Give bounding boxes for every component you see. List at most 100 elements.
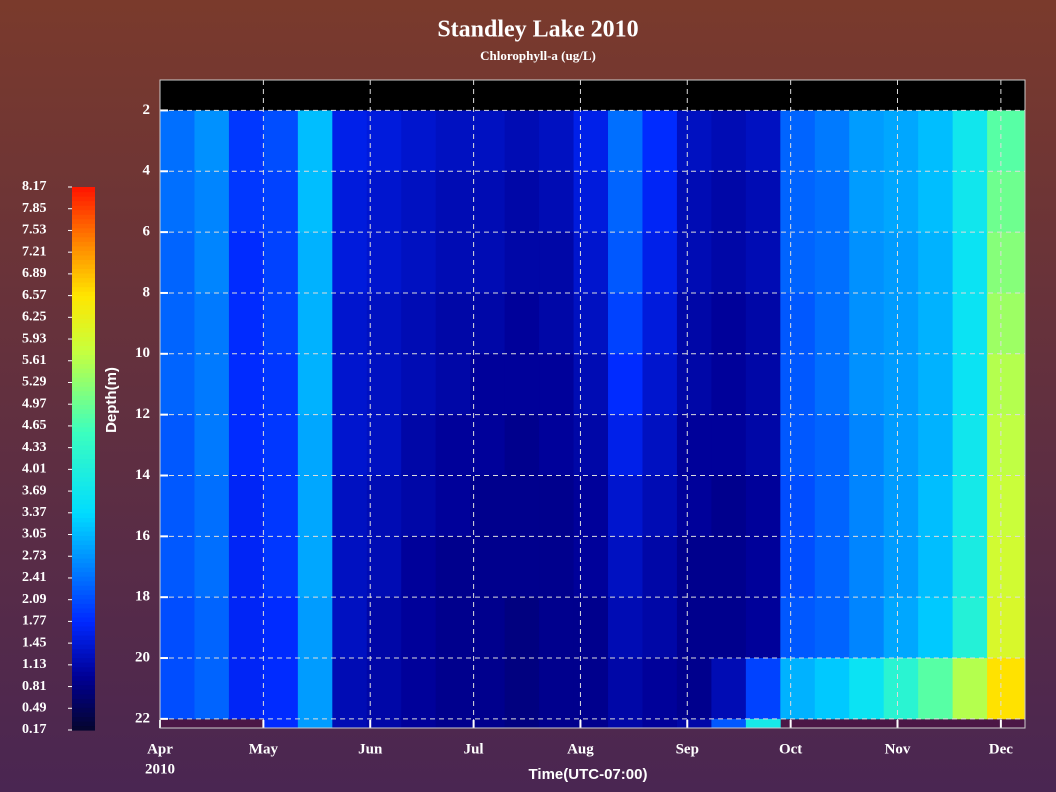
colorbar-tick-label: 4.65 xyxy=(22,418,47,433)
colorbar-swatch xyxy=(72,544,95,549)
heat-cell xyxy=(677,110,712,171)
heat-cell xyxy=(367,658,402,719)
heat-cell xyxy=(849,415,884,476)
colorbar-swatch xyxy=(72,725,95,730)
heat-cell xyxy=(780,354,815,415)
heat-cell xyxy=(367,536,402,597)
heat-cell xyxy=(884,110,919,171)
colorbar-tick-label: 7.21 xyxy=(22,244,47,259)
heat-cell xyxy=(470,475,505,536)
heat-cell xyxy=(367,110,402,171)
colorbar-swatch xyxy=(72,350,95,355)
heat-cell xyxy=(539,475,574,536)
heat-cell xyxy=(849,658,884,719)
heat-cell xyxy=(470,171,505,232)
colorbar-swatch xyxy=(72,508,95,513)
heat-cell xyxy=(470,597,505,658)
heat-cell xyxy=(574,719,609,729)
heat-cell xyxy=(263,658,298,719)
heat-cell xyxy=(574,475,609,536)
colorbar-swatch xyxy=(72,680,95,685)
heat-cell xyxy=(332,232,367,293)
colorbar-swatch xyxy=(72,630,95,635)
heat-cell xyxy=(401,354,436,415)
heat-cell xyxy=(608,658,643,719)
colorbar-swatch xyxy=(72,359,95,364)
colorbar-swatch xyxy=(72,721,95,726)
heat-cell xyxy=(367,171,402,232)
colorbar-swatch xyxy=(72,549,95,554)
heat-cell xyxy=(574,110,609,171)
heat-cell xyxy=(539,232,574,293)
heat-cell xyxy=(953,354,988,415)
heat-cell xyxy=(263,110,298,171)
heat-cell xyxy=(574,293,609,354)
colorbar-swatch xyxy=(72,694,95,699)
colorbar-swatch xyxy=(72,698,95,703)
heat-cell xyxy=(436,171,471,232)
colorbar-swatch xyxy=(72,621,95,626)
colorbar-swatch xyxy=(72,287,95,292)
heat-cell xyxy=(849,171,884,232)
colorbar-swatch xyxy=(72,431,95,436)
heat-cell xyxy=(470,354,505,415)
colorbar-swatch xyxy=(72,658,95,663)
colorbar-swatch xyxy=(72,246,95,251)
colorbar-swatch xyxy=(72,296,95,301)
heat-cell xyxy=(160,171,195,232)
heat-cell xyxy=(608,536,643,597)
colorbar-swatch xyxy=(72,685,95,690)
heat-cell xyxy=(298,658,333,719)
heat-cell xyxy=(436,536,471,597)
heat-cell xyxy=(677,171,712,232)
colorbar-tick-label: 0.17 xyxy=(22,722,47,737)
heat-cell xyxy=(298,293,333,354)
y-tick-label: 12 xyxy=(135,406,150,422)
heat-cell xyxy=(574,171,609,232)
heat-cell xyxy=(780,415,815,476)
y-tick-label: 18 xyxy=(135,589,150,605)
heat-cell xyxy=(780,536,815,597)
heat-cell xyxy=(194,475,229,536)
heat-cell xyxy=(332,658,367,719)
colorbar-swatch xyxy=(72,540,95,545)
colorbar-tick-label: 6.25 xyxy=(22,310,47,325)
heat-cell xyxy=(229,475,264,536)
colorbar-tick-label: 5.61 xyxy=(22,353,47,368)
heat-cell xyxy=(194,415,229,476)
heat-cell xyxy=(987,354,1025,415)
heat-cell xyxy=(815,232,850,293)
colorbar-swatch xyxy=(72,255,95,260)
colorbar-swatch xyxy=(72,386,95,391)
colorbar-swatch xyxy=(72,196,95,201)
heat-cell xyxy=(642,658,677,719)
chart: Standley Lake 2010 Chlorophyll-a (ug/L) … xyxy=(0,0,1056,792)
heat-cell xyxy=(367,354,402,415)
colorbar-swatch xyxy=(72,468,95,473)
colorbar-tick-label: 3.05 xyxy=(22,527,47,542)
heat-cell xyxy=(263,354,298,415)
heat-cell xyxy=(987,110,1025,171)
heat-cell xyxy=(401,110,436,171)
y-tick-label: 14 xyxy=(135,467,151,483)
heat-cell xyxy=(298,415,333,476)
heat-cell xyxy=(918,415,953,476)
colorbar-swatch xyxy=(72,662,95,667)
heat-cell xyxy=(608,232,643,293)
colorbar-swatch xyxy=(72,567,95,572)
heat-cell xyxy=(436,415,471,476)
colorbar-swatch xyxy=(72,603,95,608)
colorbar-tick-label: 4.97 xyxy=(22,396,47,411)
heat-cell xyxy=(160,293,195,354)
heat-cell xyxy=(849,475,884,536)
y-tick-label: 20 xyxy=(135,649,150,665)
heat-cell xyxy=(229,536,264,597)
heat-cell xyxy=(746,110,781,171)
heat-cell xyxy=(332,171,367,232)
heat-cell xyxy=(401,293,436,354)
colorbar-swatch xyxy=(72,454,95,459)
heat-cell xyxy=(849,536,884,597)
colorbar-swatch xyxy=(72,689,95,694)
heat-cell xyxy=(263,475,298,536)
heat-cell xyxy=(401,536,436,597)
